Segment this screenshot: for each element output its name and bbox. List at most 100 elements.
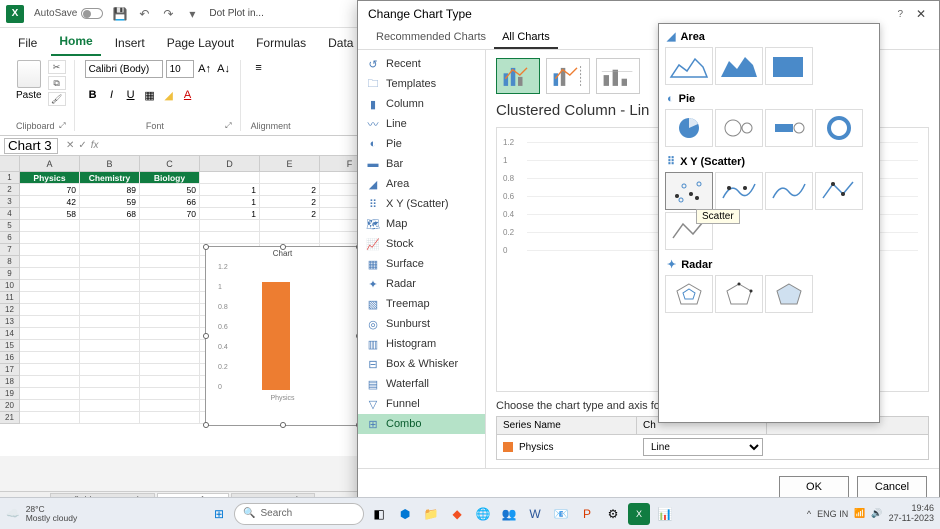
taskbar-app-icon[interactable]: 📊 [654, 503, 676, 525]
row-header[interactable]: 5 [0, 220, 20, 232]
cell[interactable] [80, 352, 140, 364]
cell[interactable] [140, 388, 200, 400]
cell[interactable]: 2 [260, 184, 320, 196]
font-color-button[interactable]: A [180, 87, 196, 103]
font-name-select[interactable] [85, 60, 163, 78]
wifi-icon[interactable]: 📶 [854, 508, 865, 519]
cell[interactable] [20, 400, 80, 412]
resize-handle-icon[interactable] [203, 333, 209, 339]
cell[interactable] [20, 328, 80, 340]
tab-home[interactable]: Home [51, 30, 100, 56]
cell[interactable] [140, 352, 200, 364]
cell[interactable] [80, 268, 140, 280]
cell[interactable] [80, 280, 140, 292]
gallery-item-area[interactable] [665, 47, 713, 85]
fx-icon[interactable]: fx [91, 140, 99, 151]
cell[interactable] [80, 412, 140, 424]
tab-page-layout[interactable]: Page Layout [159, 32, 242, 56]
cell[interactable] [80, 340, 140, 352]
taskbar-excel-icon[interactable]: X [628, 503, 650, 525]
help-icon[interactable]: ? [897, 9, 903, 20]
chart-type-histogram[interactable]: ▥Histogram [358, 334, 485, 354]
cell[interactable] [200, 172, 260, 184]
fill-color-button[interactable]: ◢ [161, 87, 177, 103]
col-header[interactable]: A [20, 156, 80, 171]
cell[interactable] [260, 220, 320, 232]
taskbar-app-icon[interactable]: 👥 [498, 503, 520, 525]
row-header[interactable]: 9 [0, 268, 20, 280]
resize-handle-icon[interactable] [280, 422, 286, 428]
cell[interactable] [140, 280, 200, 292]
cell[interactable] [140, 376, 200, 388]
cell[interactable] [140, 292, 200, 304]
cell[interactable] [20, 388, 80, 400]
tab-formulas[interactable]: Formulas [248, 32, 314, 56]
chart-type-area[interactable]: ◢Area [358, 174, 485, 194]
cell[interactable] [80, 292, 140, 304]
cell[interactable] [140, 340, 200, 352]
underline-button[interactable]: U [123, 87, 139, 103]
cell[interactable] [140, 244, 200, 256]
cell[interactable] [80, 376, 140, 388]
cell[interactable]: 58 [20, 208, 80, 220]
cell[interactable]: 89 [80, 184, 140, 196]
chart-type-radar[interactable]: ✦Radar [358, 274, 485, 294]
cell[interactable] [20, 268, 80, 280]
tab-file[interactable]: File [10, 32, 45, 56]
cell[interactable]: 1 [200, 208, 260, 220]
row-header[interactable]: 12 [0, 304, 20, 316]
row-header[interactable]: 14 [0, 328, 20, 340]
chart-type-box-whisker[interactable]: ⊟Box & Whisker [358, 354, 485, 374]
align-button[interactable]: ≡ [251, 60, 267, 76]
cell[interactable]: Physics [20, 172, 80, 184]
row-header[interactable]: 2 [0, 184, 20, 196]
chart-type-combo[interactable]: ⊞Combo [358, 414, 485, 434]
taskbar-app-icon[interactable]: P [576, 503, 598, 525]
row-header[interactable]: 16 [0, 352, 20, 364]
cell[interactable]: 1 [200, 184, 260, 196]
ok-button[interactable]: OK [779, 476, 849, 498]
cell[interactable] [20, 280, 80, 292]
clipboard-launcher-icon[interactable]: ⤢ [59, 121, 65, 131]
cell[interactable] [80, 304, 140, 316]
chart-type-line[interactable]: 〰Line [358, 114, 485, 134]
chart-type-column[interactable]: ▮Column [358, 94, 485, 114]
cell[interactable] [80, 256, 140, 268]
row-header[interactable]: 15 [0, 340, 20, 352]
cell[interactable]: 59 [80, 196, 140, 208]
chart-type-x-y-scatter-[interactable]: ⠿X Y (Scatter) [358, 194, 485, 214]
chart-type-funnel[interactable]: ▽Funnel [358, 394, 485, 414]
gallery-item-pie[interactable] [715, 109, 763, 147]
cell[interactable] [140, 364, 200, 376]
cell[interactable] [20, 220, 80, 232]
cell[interactable] [140, 256, 200, 268]
tab-recommended-charts[interactable]: Recommended Charts [368, 27, 494, 49]
copy-button[interactable]: ⧉ [48, 76, 66, 90]
gallery-item-pie[interactable] [665, 109, 713, 147]
italic-button[interactable]: I [104, 87, 120, 103]
cell[interactable]: 2 [260, 208, 320, 220]
row-header[interactable]: 6 [0, 232, 20, 244]
cell[interactable] [140, 400, 200, 412]
cell[interactable] [80, 388, 140, 400]
cell[interactable] [140, 220, 200, 232]
taskbar-app-icon[interactable]: 🌐 [472, 503, 494, 525]
cell[interactable] [140, 316, 200, 328]
subtype-clustered-column-line[interactable] [496, 58, 540, 94]
borders-button[interactable]: ▦ [142, 87, 158, 103]
gallery-item-scatter[interactable] [715, 172, 763, 210]
format-painter-button[interactable]: 🖌 [48, 92, 66, 106]
cell[interactable] [20, 304, 80, 316]
row-header[interactable]: 7 [0, 244, 20, 256]
language-indicator[interactable]: ENG IN [817, 509, 848, 519]
gallery-item-pie[interactable] [765, 109, 813, 147]
subtype-option[interactable] [596, 58, 640, 94]
weather-widget[interactable]: 28°C Mostly cloudy [26, 505, 78, 522]
taskbar-app-icon[interactable]: 📧 [550, 503, 572, 525]
cell[interactable]: 68 [80, 208, 140, 220]
row-header[interactable]: 13 [0, 316, 20, 328]
undo-icon[interactable]: ↶ [137, 7, 151, 21]
cell[interactable] [20, 376, 80, 388]
cell[interactable]: Biology [140, 172, 200, 184]
font-size-select[interactable] [166, 60, 194, 78]
